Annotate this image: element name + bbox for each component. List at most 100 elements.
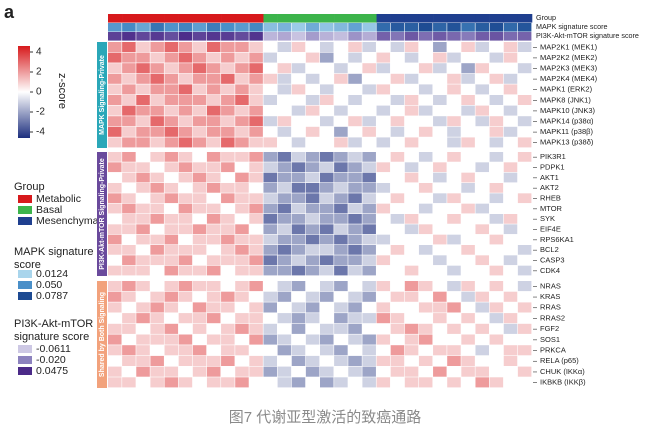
heatmap-cell <box>263 172 277 183</box>
heatmap-cell <box>235 137 249 148</box>
mapk-score-cell <box>348 23 362 32</box>
mapk-score-cell <box>334 23 348 32</box>
group-cell <box>150 14 165 23</box>
group-cell <box>362 14 377 23</box>
group-cell <box>192 14 208 23</box>
heatmap-cell <box>334 366 348 377</box>
heatmap-cell <box>136 245 150 255</box>
heatmap-cell <box>249 323 263 334</box>
heatmap-cell <box>433 281 447 292</box>
heatmap-cell <box>489 162 504 173</box>
heatmap-cell <box>404 116 419 127</box>
group-cell <box>122 14 137 23</box>
section-label: MAPK Signaling-Private <box>99 55 106 135</box>
heatmap-cell <box>334 355 348 366</box>
heatmap-cell <box>108 63 122 74</box>
heatmap-cell <box>503 366 518 377</box>
heatmap-cell <box>206 313 221 324</box>
heatmap-cell <box>362 377 376 388</box>
heatmap-cell <box>334 73 348 84</box>
heatmap-cell <box>277 126 292 137</box>
heatmap-cell <box>320 234 334 245</box>
row-label: AKT1 <box>540 173 559 182</box>
heatmap-cell <box>418 84 433 95</box>
heatmap-cell <box>433 366 447 377</box>
heatmap-cell <box>320 245 334 255</box>
heatmap-cell <box>418 63 433 74</box>
heatmap-cell <box>404 355 419 366</box>
group-cell <box>136 14 151 23</box>
heatmap-cell <box>433 95 447 105</box>
heatmap-cell <box>433 334 447 345</box>
heatmap-cell <box>404 42 419 52</box>
heatmap-cell <box>150 214 164 224</box>
heatmap-cell <box>122 302 136 313</box>
heatmap-cell <box>362 63 376 74</box>
heatmap-cell <box>334 162 348 173</box>
heatmap-cell <box>404 265 419 276</box>
heatmap-cell <box>475 265 489 276</box>
heatmap-cell <box>277 245 292 255</box>
heatmap-cell <box>263 291 277 302</box>
heatmap-cell <box>108 313 122 324</box>
heatmap-cell <box>418 105 433 116</box>
heatmap-cell <box>136 224 150 235</box>
heatmap-cell <box>206 193 221 204</box>
heatmap-cell <box>150 152 164 162</box>
pi3k-score-cell <box>235 32 249 41</box>
heatmap-cell <box>320 116 334 127</box>
heatmap-cell <box>150 42 164 52</box>
heatmap-cell <box>362 291 376 302</box>
heatmap-cell <box>122 255 136 266</box>
heatmap-cell <box>475 172 489 183</box>
heatmap-cell <box>150 377 164 388</box>
heatmap-cell <box>475 377 489 388</box>
heatmap-cell <box>291 63 306 74</box>
heatmap-cell <box>263 203 277 214</box>
heatmap-cell <box>503 116 518 127</box>
heatmap-cell <box>503 126 518 137</box>
row-label: MAPK14 (p38α) <box>540 116 594 125</box>
heatmap-cell <box>376 234 391 245</box>
row-label: MAP2K1 (MEK1) <box>540 42 598 51</box>
heatmap-cell <box>122 291 136 302</box>
pi3k-score-cell <box>291 32 306 41</box>
legend-swatch <box>18 206 32 214</box>
heatmap-cell <box>291 52 306 63</box>
heatmap-cell <box>263 255 277 266</box>
heatmap-cell <box>461 42 475 52</box>
heatmap-cell <box>390 281 405 292</box>
group-cell <box>334 14 349 23</box>
heatmap-cell <box>291 84 306 95</box>
heatmap-cell <box>150 281 164 292</box>
heatmap-cell <box>447 334 461 345</box>
heatmap-cell <box>418 345 433 356</box>
heatmap-cell <box>150 291 164 302</box>
legend-label: Metabolic <box>36 193 81 205</box>
heatmap-cell <box>150 302 164 313</box>
heatmap-cell <box>390 105 405 116</box>
heatmap-cell <box>206 323 221 334</box>
heatmap-cell <box>122 355 136 366</box>
heatmap-cell <box>418 152 433 162</box>
heatmap-cell <box>517 63 532 74</box>
heatmap-cell <box>348 193 362 204</box>
pi3k-score-cell <box>108 32 122 41</box>
heatmap-cell <box>320 214 334 224</box>
heatmap-cell <box>206 203 221 214</box>
heatmap-cell <box>291 291 306 302</box>
heatmap-cell <box>263 42 277 52</box>
heatmap-cell <box>418 234 433 245</box>
heatmap-cell <box>376 291 391 302</box>
heatmap-cell <box>263 183 277 193</box>
heatmap-cell <box>517 172 532 183</box>
heatmap-cell <box>517 302 532 313</box>
heatmap-cell <box>334 105 348 116</box>
heatmap-cell <box>348 126 362 137</box>
heatmap-cell <box>390 42 405 52</box>
heatmap-cell <box>305 52 320 63</box>
heatmap-cell <box>475 126 489 137</box>
heatmap-cell <box>178 255 193 266</box>
group-cell <box>305 14 321 23</box>
heatmap-cell <box>390 255 405 266</box>
